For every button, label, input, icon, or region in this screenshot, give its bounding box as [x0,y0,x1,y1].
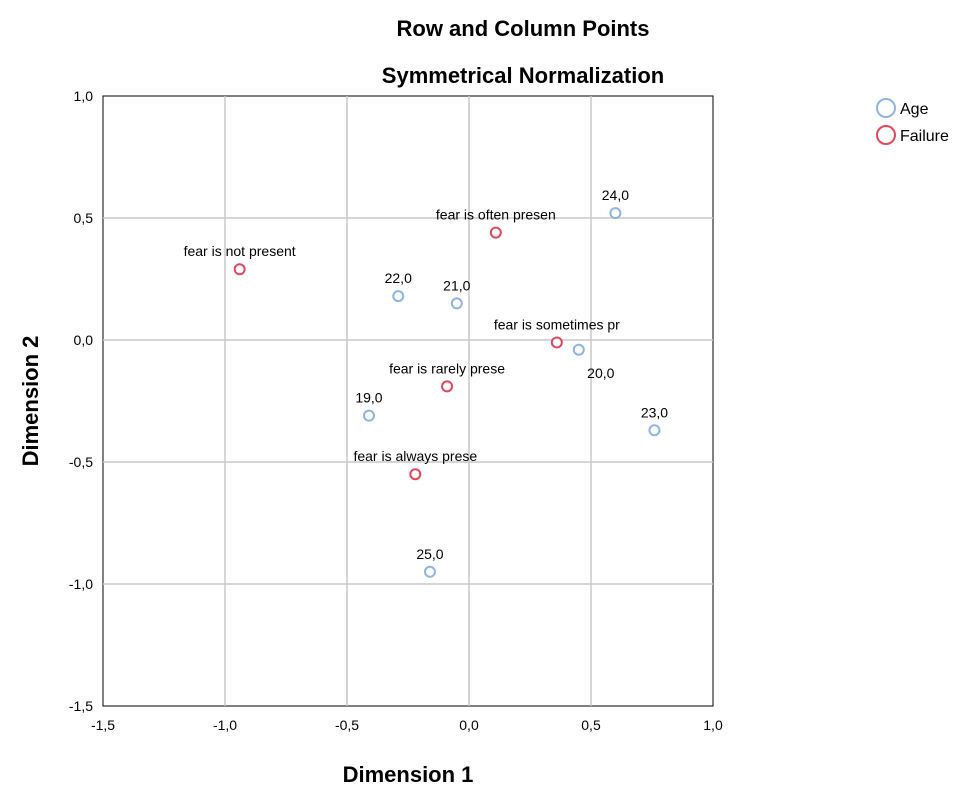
point-label: fear is often presen [436,207,556,223]
tick-layer: -1,5 -1,0 -0,5 0,0 0,5 1,0 -1,5 -1,0 -0,5 0,0 0,5 1… [69,88,723,733]
x-tick-label: 0,0 [459,717,479,733]
x-tick-label: 0,5 [581,717,601,733]
y-tick-label: 1,0 [74,88,94,104]
data-point-age [362,409,375,422]
data-point-age [392,290,405,303]
x-tick-label: -1,5 [91,717,115,733]
data-point-age [572,343,585,356]
point-label: fear is rarely prese [389,360,505,376]
point-label: fear is not present [184,243,296,259]
point-label: 23,0 [641,404,668,420]
x-axis-title: Dimension 1 [343,762,474,787]
data-point-age [423,565,436,578]
y-tick-label: 0,0 [74,332,94,348]
point-label: 21,0 [443,277,470,293]
point-label: fear is always prese [353,448,477,464]
grid-layer [103,96,713,706]
plot-area [102,95,714,707]
point-label: 24,0 [602,187,629,203]
x-tick-label: -1,0 [213,717,237,733]
legend-marker-failure [876,125,896,145]
point-label: 22,0 [385,270,412,286]
point-layer: 24,0 22,0 21,0 20,0 19,0 23,0 25,0 fear is ofte… [184,187,668,578]
legend-marker-age [876,98,896,118]
y-tick-label: -1,5 [69,698,93,714]
y-tick-label: -0,5 [69,454,93,470]
chart-subtitle: Symmetrical Normalization [382,63,664,88]
data-point-age [648,424,661,437]
data-point-age [450,297,463,310]
point-label: 20,0 [587,365,614,381]
point-label: fear is sometimes pr [494,316,620,332]
data-point-failure [409,468,422,481]
x-tick-label: -0,5 [335,717,359,733]
data-point-age [609,207,622,220]
data-point-failure [233,263,246,276]
chart-title: Row and Column Points [397,16,650,41]
data-point-failure [441,380,454,393]
data-point-failure [489,226,502,239]
y-tick-label: -1,0 [69,576,93,592]
legend-label: Failure [900,128,949,145]
legend-label: Age [900,101,929,118]
data-point-failure [550,336,563,349]
x-tick-label: 1,0 [703,717,723,733]
y-axis-title: Dimension 2 [18,336,43,467]
y-tick-label: 0,5 [74,210,94,226]
point-label: 19,0 [355,390,382,406]
legend: Age Failure [876,98,949,145]
point-label: 25,0 [416,546,443,562]
